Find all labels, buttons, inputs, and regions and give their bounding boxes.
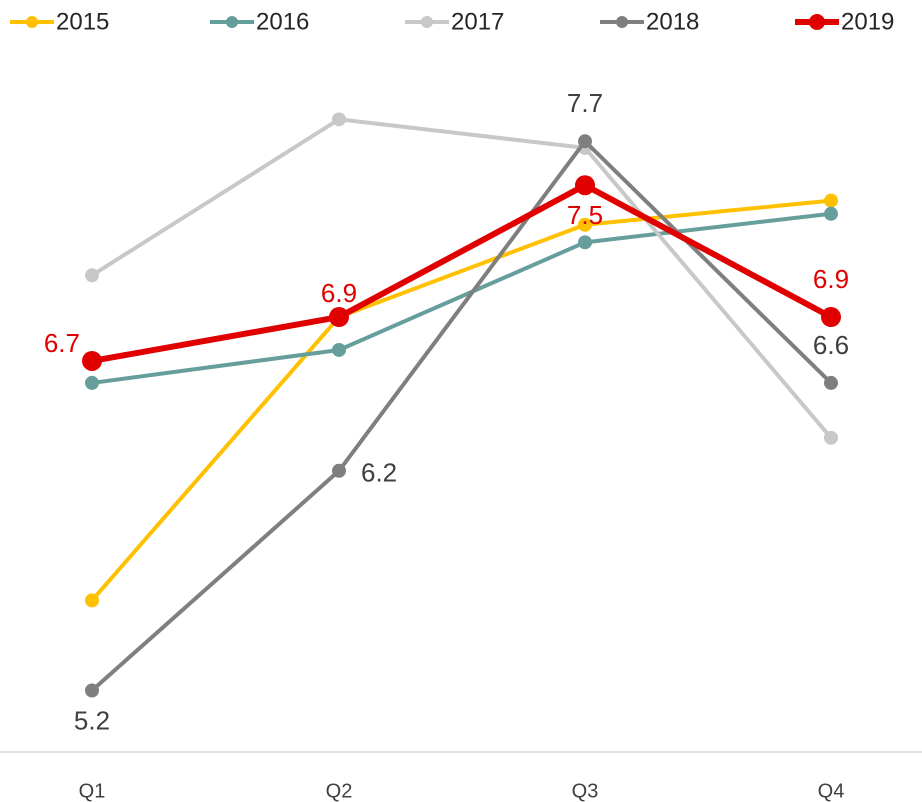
data-point [332, 463, 346, 478]
data-point [824, 375, 838, 390]
data-point [85, 268, 99, 283]
data-point [824, 206, 838, 221]
data-point [85, 683, 99, 698]
legend-label: 2017 [451, 8, 504, 35]
x-tick-label: Q4 [818, 780, 845, 802]
series-line [91, 182, 833, 364]
data-label: 6.6 [813, 330, 849, 360]
series-line [90, 139, 833, 692]
data-label: 6.9 [813, 264, 849, 294]
data-point [578, 235, 592, 250]
data-point [82, 350, 102, 371]
data-label: 6.9 [321, 278, 357, 308]
data-point [332, 342, 346, 357]
data-point [85, 375, 99, 390]
data-point [332, 112, 346, 127]
data-point [329, 307, 349, 328]
data-label: 7.5 [567, 200, 603, 230]
data-label: 6.7 [44, 328, 80, 358]
data-point [578, 134, 592, 149]
legend-marker [421, 16, 433, 28]
legend-label: 2015 [56, 8, 109, 35]
data-label: 7.7 [567, 88, 603, 118]
legend-marker [809, 14, 825, 30]
data-label: 6.2 [361, 458, 397, 488]
legend-label: 2019 [841, 8, 894, 35]
data-point [85, 593, 99, 608]
legend-marker [616, 16, 628, 28]
data-point [824, 193, 838, 208]
data-point [578, 217, 592, 232]
x-tick-label: Q1 [79, 780, 106, 802]
legend-marker [26, 16, 38, 28]
data-point [575, 175, 595, 196]
series-line [90, 198, 832, 602]
series-line [91, 211, 832, 385]
data-label: 5.2 [74, 705, 110, 735]
x-tick-label: Q2 [326, 780, 353, 802]
legend-marker [226, 16, 238, 28]
x-tick-label: Q3 [572, 780, 599, 802]
legend-label: 2016 [256, 8, 309, 35]
legend-label: 2018 [646, 8, 699, 35]
data-point [824, 430, 838, 445]
series-line [90, 117, 833, 440]
data-point [821, 307, 841, 328]
